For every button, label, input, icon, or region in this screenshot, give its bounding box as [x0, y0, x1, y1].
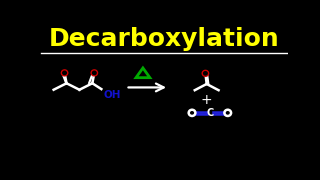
Text: +: +	[201, 93, 212, 107]
Circle shape	[92, 71, 96, 75]
Text: Decarboxylation: Decarboxylation	[49, 27, 279, 51]
Circle shape	[204, 72, 207, 75]
Circle shape	[61, 70, 68, 76]
Circle shape	[63, 71, 66, 75]
Circle shape	[202, 70, 209, 76]
Text: C: C	[206, 108, 213, 118]
Text: OH: OH	[103, 90, 121, 100]
Circle shape	[91, 70, 98, 76]
